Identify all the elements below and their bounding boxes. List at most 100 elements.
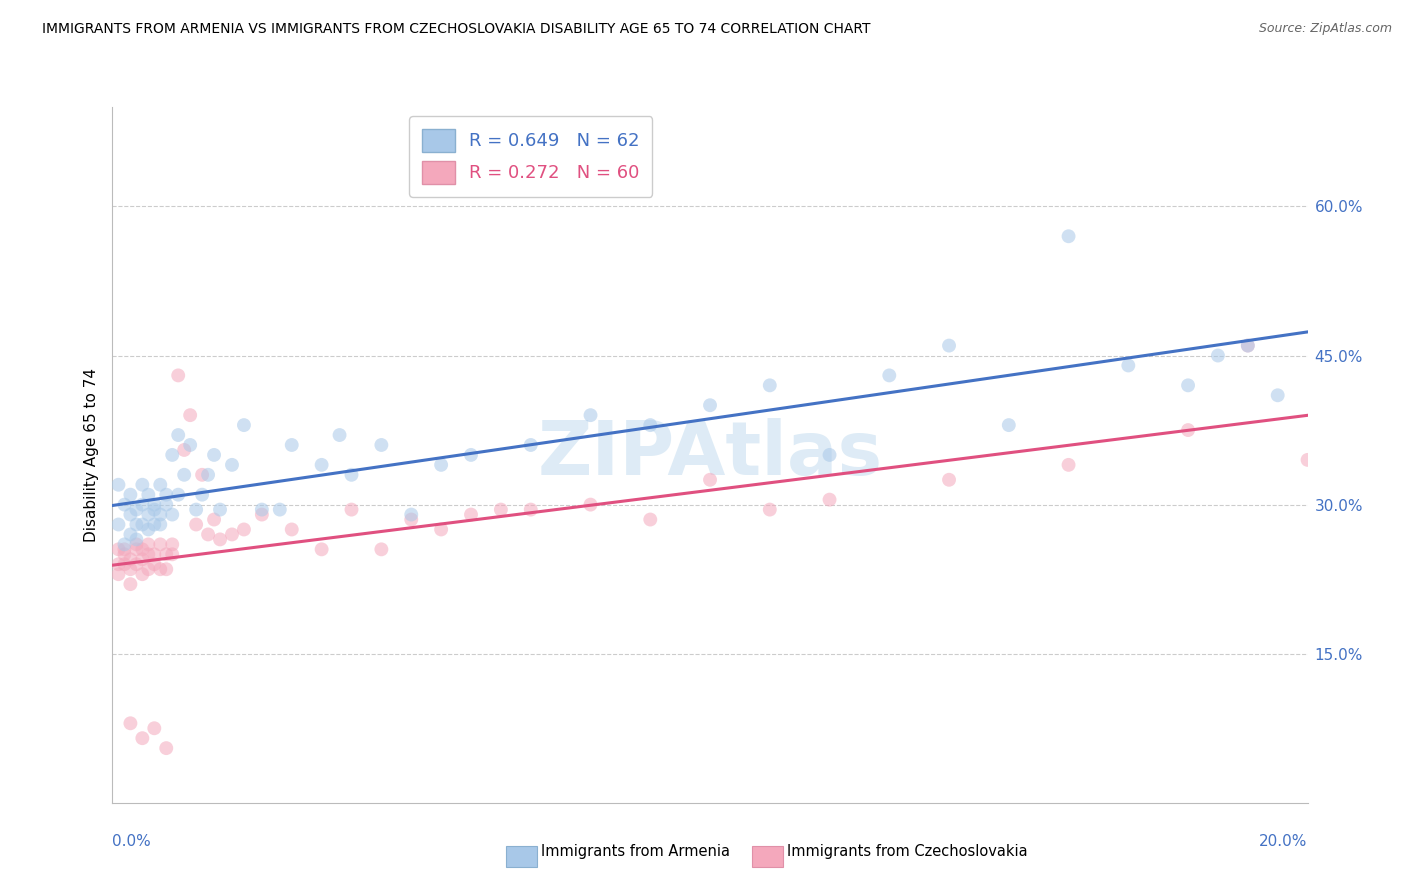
Point — [208, 533, 231, 547]
Point — [370, 438, 392, 452]
Text: ZIPAtlas: ZIPAtlas — [537, 418, 883, 491]
Point — [269, 502, 291, 516]
Point — [125, 558, 148, 572]
Point — [232, 418, 256, 433]
Point — [191, 467, 214, 482]
Point — [131, 517, 153, 532]
Point — [143, 517, 166, 532]
Point — [162, 537, 183, 551]
Point — [114, 542, 135, 557]
Point — [162, 547, 183, 561]
Point — [138, 488, 160, 502]
Point — [143, 547, 166, 561]
Point — [120, 527, 142, 541]
Point — [138, 508, 160, 522]
Point — [173, 442, 195, 457]
Point — [579, 408, 602, 422]
Point — [1177, 423, 1199, 437]
Point — [1118, 359, 1140, 373]
Point — [120, 716, 142, 731]
Text: 20.0%: 20.0% — [1260, 834, 1308, 849]
Point — [1237, 338, 1260, 352]
Point — [162, 508, 183, 522]
Point — [250, 502, 273, 516]
Point — [114, 558, 135, 572]
Point — [1057, 458, 1080, 472]
Point — [489, 502, 512, 516]
Point — [460, 448, 482, 462]
Point — [149, 537, 172, 551]
Point — [638, 418, 662, 433]
Point — [759, 378, 782, 392]
Point — [186, 502, 208, 516]
Point — [186, 517, 208, 532]
Point — [143, 498, 166, 512]
Point — [311, 458, 333, 472]
Point — [125, 542, 148, 557]
Text: Immigrants from Armenia: Immigrants from Armenia — [541, 845, 730, 859]
Point — [221, 527, 243, 541]
Point — [401, 512, 423, 526]
Point — [202, 448, 225, 462]
Point — [232, 523, 256, 537]
Point — [107, 558, 129, 572]
Legend: R = 0.649   N = 62, R = 0.272   N = 60: R = 0.649 N = 62, R = 0.272 N = 60 — [409, 116, 652, 197]
Point — [143, 721, 166, 735]
Point — [120, 552, 142, 566]
Point — [149, 562, 172, 576]
Point — [107, 542, 129, 557]
Point — [1237, 338, 1260, 352]
Point — [430, 523, 453, 537]
Point — [155, 498, 177, 512]
Point — [107, 517, 129, 532]
Point — [155, 562, 177, 576]
Point — [202, 512, 225, 526]
Point — [250, 508, 273, 522]
Point — [1296, 453, 1319, 467]
Point — [120, 562, 142, 576]
Point — [107, 477, 129, 491]
Point — [638, 512, 662, 526]
Point — [138, 547, 160, 561]
Point — [138, 562, 160, 576]
Point — [120, 508, 142, 522]
Point — [125, 502, 148, 516]
Point — [818, 448, 841, 462]
Point — [1206, 349, 1229, 363]
Point — [1267, 388, 1289, 402]
Point — [1057, 229, 1080, 244]
Point — [143, 558, 166, 572]
Point — [155, 547, 177, 561]
Point — [131, 552, 153, 566]
Point — [938, 338, 960, 352]
Point — [877, 368, 901, 383]
Point — [114, 547, 135, 561]
Point — [114, 537, 135, 551]
Point — [131, 498, 153, 512]
Point — [162, 448, 183, 462]
Point — [114, 498, 135, 512]
Point — [120, 577, 142, 591]
Text: Source: ZipAtlas.com: Source: ZipAtlas.com — [1258, 22, 1392, 36]
Point — [759, 502, 782, 516]
Point — [281, 438, 304, 452]
Point — [208, 502, 231, 516]
Point — [179, 438, 201, 452]
Point — [340, 467, 363, 482]
Point — [197, 527, 219, 541]
Point — [311, 542, 333, 557]
Point — [167, 428, 190, 442]
Point — [167, 368, 190, 383]
Point — [197, 467, 219, 482]
Point — [998, 418, 1021, 433]
Point — [131, 477, 153, 491]
Point — [579, 498, 602, 512]
Point — [340, 502, 363, 516]
Point — [138, 537, 160, 551]
Point — [370, 542, 392, 557]
Point — [131, 731, 153, 746]
Point — [167, 488, 190, 502]
Point — [430, 458, 453, 472]
Point — [818, 492, 841, 507]
Text: Immigrants from Czechoslovakia: Immigrants from Czechoslovakia — [787, 845, 1028, 859]
